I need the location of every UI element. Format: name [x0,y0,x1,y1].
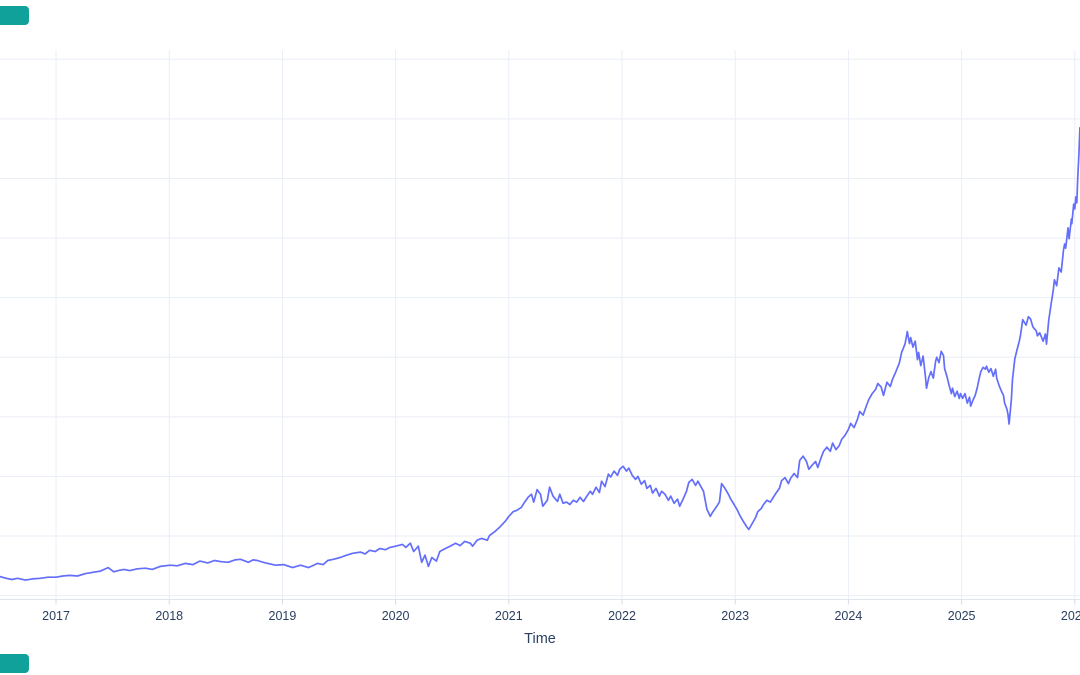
left-edge-teal-button-fragment-top[interactable] [0,6,29,25]
horizontal-gridlines [0,58,1080,597]
x-tick-label: 2017 [42,609,70,623]
x-axis [0,599,1080,605]
x-tick-label: 2025 [948,609,976,623]
price-line[interactable] [0,126,1080,581]
x-tick-label: 2019 [269,609,297,623]
x-tick-label: 2021 [495,609,523,623]
x-tick-labels: 2017 2018 2019 2020 2021 2022 2023 2024 2025 2026 [42,609,1080,623]
vertical-gridlines [55,50,1076,600]
x-tick-label: 2024 [834,609,862,623]
left-edge-teal-button-fragment-bottom[interactable] [0,654,29,673]
x-tick-label: 2026 [1061,609,1080,623]
x-axis-title: Time [524,631,556,647]
x-tick-label: 2018 [155,609,183,623]
x-tick-label: 2020 [382,609,410,623]
series-line[interactable] [0,126,1080,581]
x-tick-label: 2022 [608,609,636,623]
x-tick-label: 2023 [721,609,749,623]
